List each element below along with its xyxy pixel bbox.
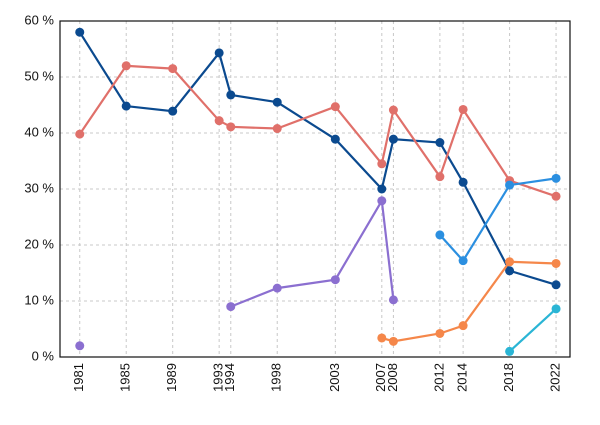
data-point xyxy=(458,177,468,187)
data-point xyxy=(551,258,561,268)
x-tick-label: 2007 xyxy=(373,363,388,392)
x-tick-label: 2008 xyxy=(385,363,400,392)
data-point xyxy=(505,266,515,276)
series-line xyxy=(381,260,557,343)
data-point xyxy=(121,61,131,71)
x-tick-label: 1985 xyxy=(118,363,133,392)
data-point xyxy=(388,295,398,305)
data-point xyxy=(214,48,224,58)
data-point xyxy=(435,328,445,338)
data-point xyxy=(377,196,387,206)
data-point xyxy=(168,64,178,74)
y-tick-label: 60 % xyxy=(24,12,54,27)
data-point xyxy=(551,173,561,183)
data-point xyxy=(330,102,340,112)
data-point xyxy=(272,97,282,107)
data-point xyxy=(226,90,236,100)
data-point xyxy=(226,122,236,132)
data-point xyxy=(377,333,387,343)
data-point xyxy=(75,129,85,139)
x-tick-label: 1998 xyxy=(269,363,284,392)
x-tick-label: 1994 xyxy=(222,363,237,392)
data-point xyxy=(551,191,561,201)
data-point xyxy=(388,134,398,144)
data-point xyxy=(435,230,445,240)
data-point xyxy=(377,184,387,194)
data-point xyxy=(272,124,282,134)
data-point xyxy=(388,105,398,115)
data-point xyxy=(168,106,178,116)
y-tick-label: 30 % xyxy=(24,180,54,195)
x-tick-label: 2022 xyxy=(547,363,562,392)
plot-frame xyxy=(59,20,571,358)
x-tick-label: 2003 xyxy=(327,363,342,392)
series-line xyxy=(78,31,557,286)
series-line xyxy=(508,308,557,353)
data-point xyxy=(272,283,282,293)
data-point xyxy=(505,257,515,267)
data-point xyxy=(330,134,340,144)
data-point xyxy=(330,275,340,285)
y-tick-label: 50 % xyxy=(24,68,54,83)
x-tick-label: 1993 xyxy=(211,363,226,392)
x-tick-label: 2014 xyxy=(455,363,470,392)
x-tick-label: 2012 xyxy=(431,363,446,392)
data-point xyxy=(226,302,236,312)
data-point xyxy=(458,321,468,331)
data-point xyxy=(505,180,515,190)
data-point xyxy=(458,256,468,266)
data-point xyxy=(75,27,85,37)
data-point xyxy=(505,346,515,356)
x-tick-label: 1981 xyxy=(71,363,86,392)
series-line xyxy=(439,177,557,263)
data-point xyxy=(458,104,468,114)
data-point xyxy=(121,101,131,111)
data-point xyxy=(435,172,445,182)
x-tick-label: 1989 xyxy=(164,363,179,392)
data-point xyxy=(551,304,561,314)
data-point xyxy=(551,280,561,290)
y-tick-label: 10 % xyxy=(24,292,54,307)
data-point xyxy=(75,341,85,351)
data-point xyxy=(377,159,387,169)
x-tick-label: 2018 xyxy=(501,363,516,392)
y-tick-label: 40 % xyxy=(24,124,54,139)
y-tick-label: 20 % xyxy=(24,236,54,251)
data-point xyxy=(214,116,224,126)
data-point xyxy=(435,138,445,148)
data-point xyxy=(388,336,398,346)
y-tick-label: 0 % xyxy=(32,348,55,363)
series-line xyxy=(78,64,557,198)
series-line xyxy=(230,197,395,308)
